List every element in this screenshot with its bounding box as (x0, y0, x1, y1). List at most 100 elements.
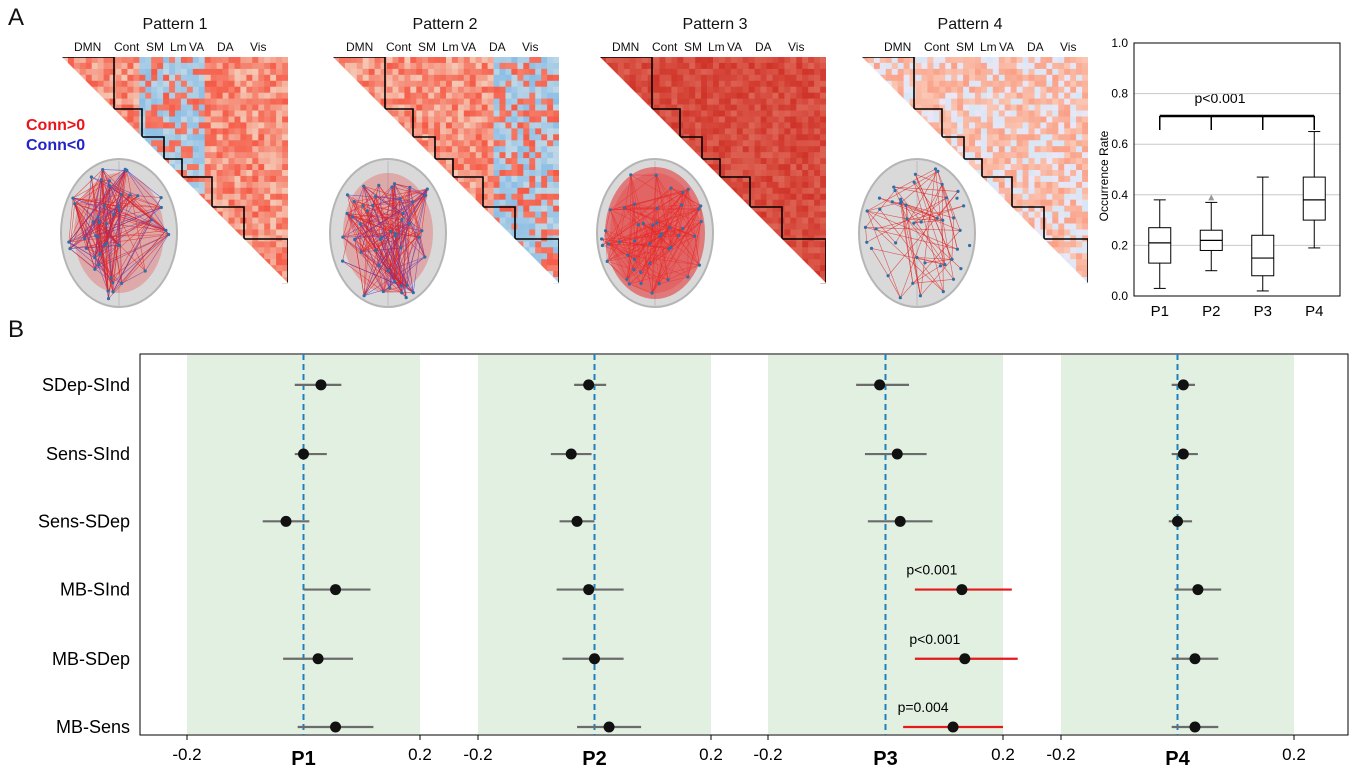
pattern-1-title: Pattern 1 (142, 16, 208, 33)
network-label: Cont (652, 40, 678, 54)
network-label: DMN (612, 40, 640, 54)
network-label: Cont (924, 40, 950, 54)
estimate-point (959, 653, 971, 665)
x-tick-label: 0.2 (408, 745, 432, 764)
estimate-point (583, 584, 595, 596)
x-tick-label: -0.2 (463, 745, 492, 764)
network-label: DA (217, 40, 234, 54)
network-label: SM (956, 40, 974, 54)
y-tick-label: 0.8 (1111, 87, 1128, 101)
row-label: MB-SInd (60, 580, 130, 600)
x-tick-label: 0.2 (699, 745, 723, 764)
y-tick-label: 1.0 (1111, 36, 1128, 50)
brain-edges (865, 168, 964, 298)
estimate-point (956, 584, 968, 596)
estimate-point (603, 721, 615, 733)
estimate-point (947, 721, 959, 733)
estimate-point (1172, 515, 1183, 527)
x-tick-label: P1 (1151, 303, 1169, 320)
x-tick-label: -0.2 (172, 745, 201, 764)
estimate-point (571, 515, 583, 527)
panel-label: P4 (1165, 748, 1190, 770)
estimate-point (1189, 653, 1201, 665)
network-labels-2: DMN Cont SM Lm VA DA Vis (346, 40, 566, 54)
forest-panel-p2: -0.2 0.2 P2 (463, 354, 723, 770)
estimate-point (1177, 448, 1189, 460)
panel-b-label: B (8, 316, 25, 343)
estimate-point (1177, 379, 1189, 391)
box-p4 (1302, 131, 1326, 249)
matrix-cells (333, 57, 559, 284)
y-tick-label: 0.6 (1111, 137, 1128, 151)
network-block-outline (333, 57, 559, 283)
estimate-point (894, 515, 906, 527)
network-labels-1: DMN Cont SM Lm VA DA Vis (74, 40, 294, 54)
y-tick-label: 0.2 (1111, 238, 1128, 252)
network-label: DMN (346, 40, 374, 54)
box-iqr (1302, 176, 1326, 221)
network-labels-3: DMN Cont SM Lm VA DA Vis (612, 40, 832, 54)
occurrence-rate-boxplot: Occurrence Rate p<0.001 0.0 0.2 0.4 0.6 0.8 1… (1097, 36, 1341, 320)
brain-nodes (600, 173, 703, 295)
connectivity-matrix-1 (62, 57, 288, 284)
estimate-point (1192, 584, 1204, 596)
x-tick-label: 0.2 (1282, 745, 1306, 764)
box-p1 (1148, 199, 1172, 289)
network-label: Vis (1060, 40, 1077, 54)
panel-a-label: A (8, 4, 25, 31)
row-label: Sens-SInd (46, 444, 130, 464)
brain-network-4 (858, 158, 976, 308)
brain-dense-fill (605, 167, 705, 299)
box-p3 (1251, 176, 1275, 292)
brain-fill (74, 173, 164, 293)
estimate-point (891, 448, 903, 460)
panel-label: P2 (582, 748, 606, 770)
connectivity-matrix-2 (333, 57, 559, 284)
brain-fill (343, 173, 433, 293)
panel-label: P1 (291, 748, 315, 770)
panel-label: P3 (873, 748, 897, 770)
x-tick-label: P4 (1305, 303, 1323, 320)
network-label: VA (461, 40, 477, 54)
conn-positive-legend: Conn>0 (26, 117, 86, 134)
network-label: SM (684, 40, 702, 54)
y-tick-label: 0.4 (1111, 188, 1128, 202)
estimate-point (298, 448, 309, 460)
x-tick-label: 0.2 (991, 745, 1015, 764)
network-labels-4: DMN Cont SM Lm VA DA Vis (884, 40, 1104, 54)
estimate-point (583, 379, 595, 391)
outlier-point (1208, 194, 1215, 201)
matrix-cells (62, 57, 288, 284)
estimate-point (312, 653, 324, 665)
estimate-point (589, 653, 600, 665)
row-label: MB-SDep (52, 649, 130, 669)
network-block-outline (600, 57, 826, 283)
pattern-4-title: Pattern 4 (937, 16, 1003, 33)
estimate-point (330, 584, 342, 596)
pattern-2-title: Pattern 2 (412, 16, 478, 33)
network-label: VA (189, 40, 205, 54)
box-iqr (1148, 227, 1172, 264)
network-label: Vis (788, 40, 805, 54)
network-label: Lm (980, 40, 997, 54)
box-iqr (1251, 234, 1275, 277)
x-tick-label: -0.2 (1046, 745, 1075, 764)
estimate-point (330, 721, 342, 733)
y-tick-label: 0.0 (1111, 289, 1128, 303)
network-label: Vis (250, 40, 267, 54)
x-tick-label: -0.2 (753, 745, 782, 764)
pattern-3-title: Pattern 3 (682, 16, 748, 33)
estimate-point (315, 379, 327, 391)
network-label: Cont (386, 40, 412, 54)
network-label: SM (146, 40, 164, 54)
network-block-outline (62, 57, 288, 283)
row-label: Sens-SDep (38, 511, 130, 531)
estimate-point (565, 448, 577, 460)
network-block-outline (862, 57, 1088, 283)
forest-panel-p3: -0.2 0.2 P3 p<0.001 p<0.001 p=0.004 (753, 354, 1018, 770)
brain-nodes (863, 167, 972, 300)
brain-nodes (67, 167, 171, 301)
p-value-label: p<0.001 (906, 562, 957, 578)
y-axis-label: Occurrence Rate (1097, 130, 1111, 221)
network-label: VA (999, 40, 1015, 54)
